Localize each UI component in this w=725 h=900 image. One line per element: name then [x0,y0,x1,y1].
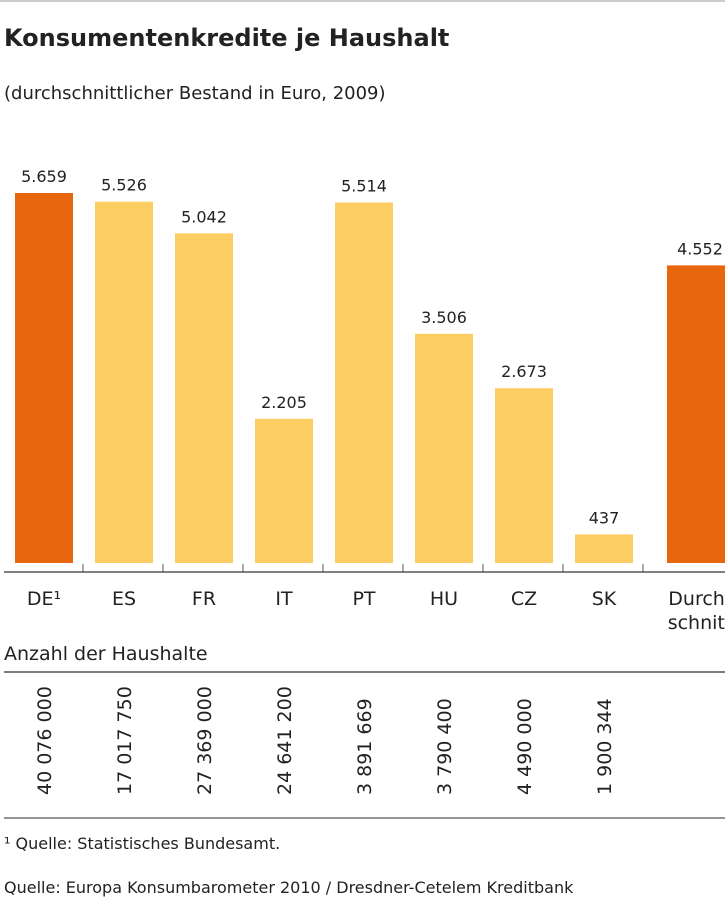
bar-0 [15,193,73,563]
bar-2 [175,233,233,563]
value-label: 5.659 [21,167,67,186]
household-count: 3 891 669 [354,698,376,795]
household-count: 3 790 400 [434,698,456,795]
category-label: HU [430,588,458,610]
household-count: 24 641 200 [274,686,296,795]
footnote: ¹ Quelle: Statistisches Bundesamt. [4,834,280,853]
household-count: 40 076 000 [34,686,56,795]
category-label: SK [592,588,617,610]
value-label: 4.552 [677,239,723,258]
chart-title: Konsumentenkredite je Haushalt [4,24,449,52]
value-label: 5.514 [341,176,387,195]
value-label: 5.526 [101,176,147,195]
value-label: 3.506 [421,308,467,327]
value-label: 5.042 [181,207,227,226]
category-label: PT [352,588,375,610]
household-count: 17 017 750 [114,686,136,795]
category-label: CZ [511,588,537,610]
value-label: 437 [589,508,620,527]
bar-7 [575,534,633,563]
bar-4 [335,202,393,563]
category-label: DE¹ [27,588,61,610]
category-label: Durch- [668,588,725,610]
source: Quelle: Europa Konsumbarometer 2010 / Dr… [4,878,574,897]
category-label: schnitt [668,612,725,634]
value-label: 2.673 [501,362,547,381]
bar-3 [255,418,313,563]
households-label: Anzahl der Haushalte [4,643,208,665]
household-count: 4 490 000 [514,698,536,795]
category-label: IT [275,588,293,610]
value-label: 2.205 [261,393,307,412]
bar-1 [95,201,153,564]
chart-subtitle: (durchschnittlicher Bestand in Euro, 200… [4,83,386,104]
category-label: FR [192,588,216,610]
bar-5 [415,333,473,563]
household-count: 1 900 344 [594,698,616,795]
bar-6 [495,388,553,563]
bar-8 [667,265,725,563]
household-count: 27 369 000 [194,686,216,795]
category-label: ES [112,588,136,610]
